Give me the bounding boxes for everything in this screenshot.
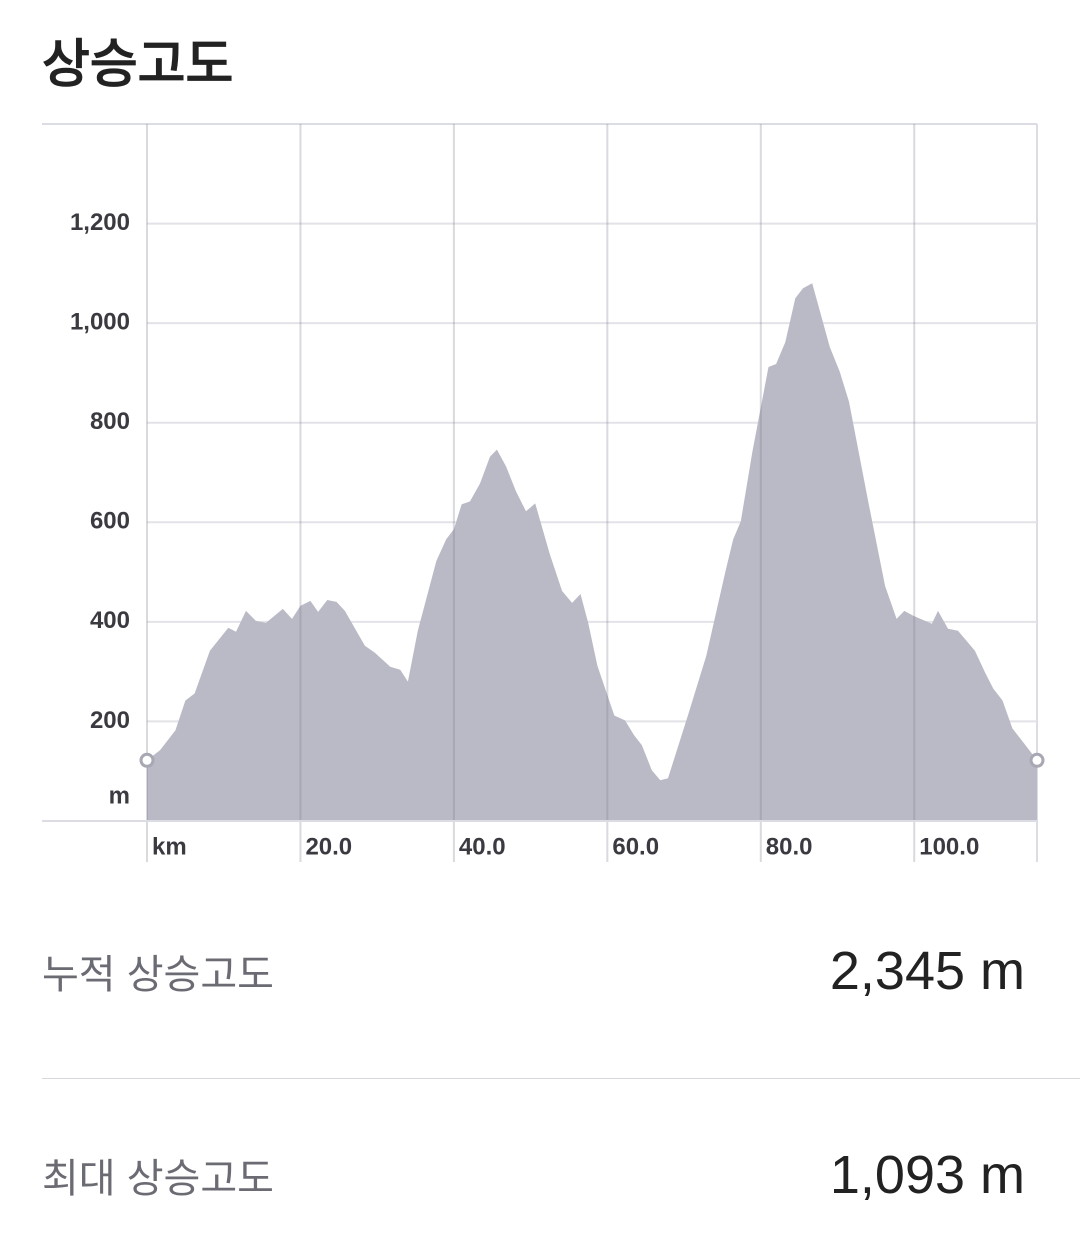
section-title: 상승고도 — [42, 36, 234, 94]
elevation-chart: 200 400 600 800 1,000 1,200 mkm 20.0 40.0 60.0 80.… — [42, 123, 1045, 862]
y-tick-label: 200 — [90, 707, 130, 734]
stat-row: 누적 상승고도 2,345 m — [42, 940, 1025, 1002]
stat-row: 최대 상승고도 1,093 m — [42, 1144, 1025, 1206]
x-tick-label: 20.0 — [305, 833, 352, 860]
x-tick-label: 60.0 — [612, 833, 659, 860]
divider — [42, 1078, 1080, 1079]
y-tick-label: 1,200 — [70, 209, 130, 236]
endpoint-marker — [1029, 752, 1045, 768]
x-tick-label: km — [152, 833, 187, 860]
y-tick-label: 800 — [90, 408, 130, 435]
y-axis-label: m — [109, 782, 130, 809]
stat-value: 2,345 m — [829, 941, 1025, 1001]
stat-label: 누적 상승고도 — [42, 953, 274, 997]
x-tick-label: 80.0 — [766, 833, 813, 860]
x-tick-label: 40.0 — [459, 833, 506, 860]
elevation-area — [147, 283, 1037, 821]
y-tick-label: 600 — [90, 508, 130, 535]
stat-value: 1,093 m — [829, 1145, 1025, 1205]
y-tick-label: 1,000 — [70, 308, 130, 335]
stat-label: 최대 상승고도 — [42, 1157, 274, 1201]
x-tick-label: 100.0 — [919, 833, 979, 860]
y-tick-label: 400 — [90, 607, 130, 634]
endpoint-marker — [139, 752, 155, 768]
